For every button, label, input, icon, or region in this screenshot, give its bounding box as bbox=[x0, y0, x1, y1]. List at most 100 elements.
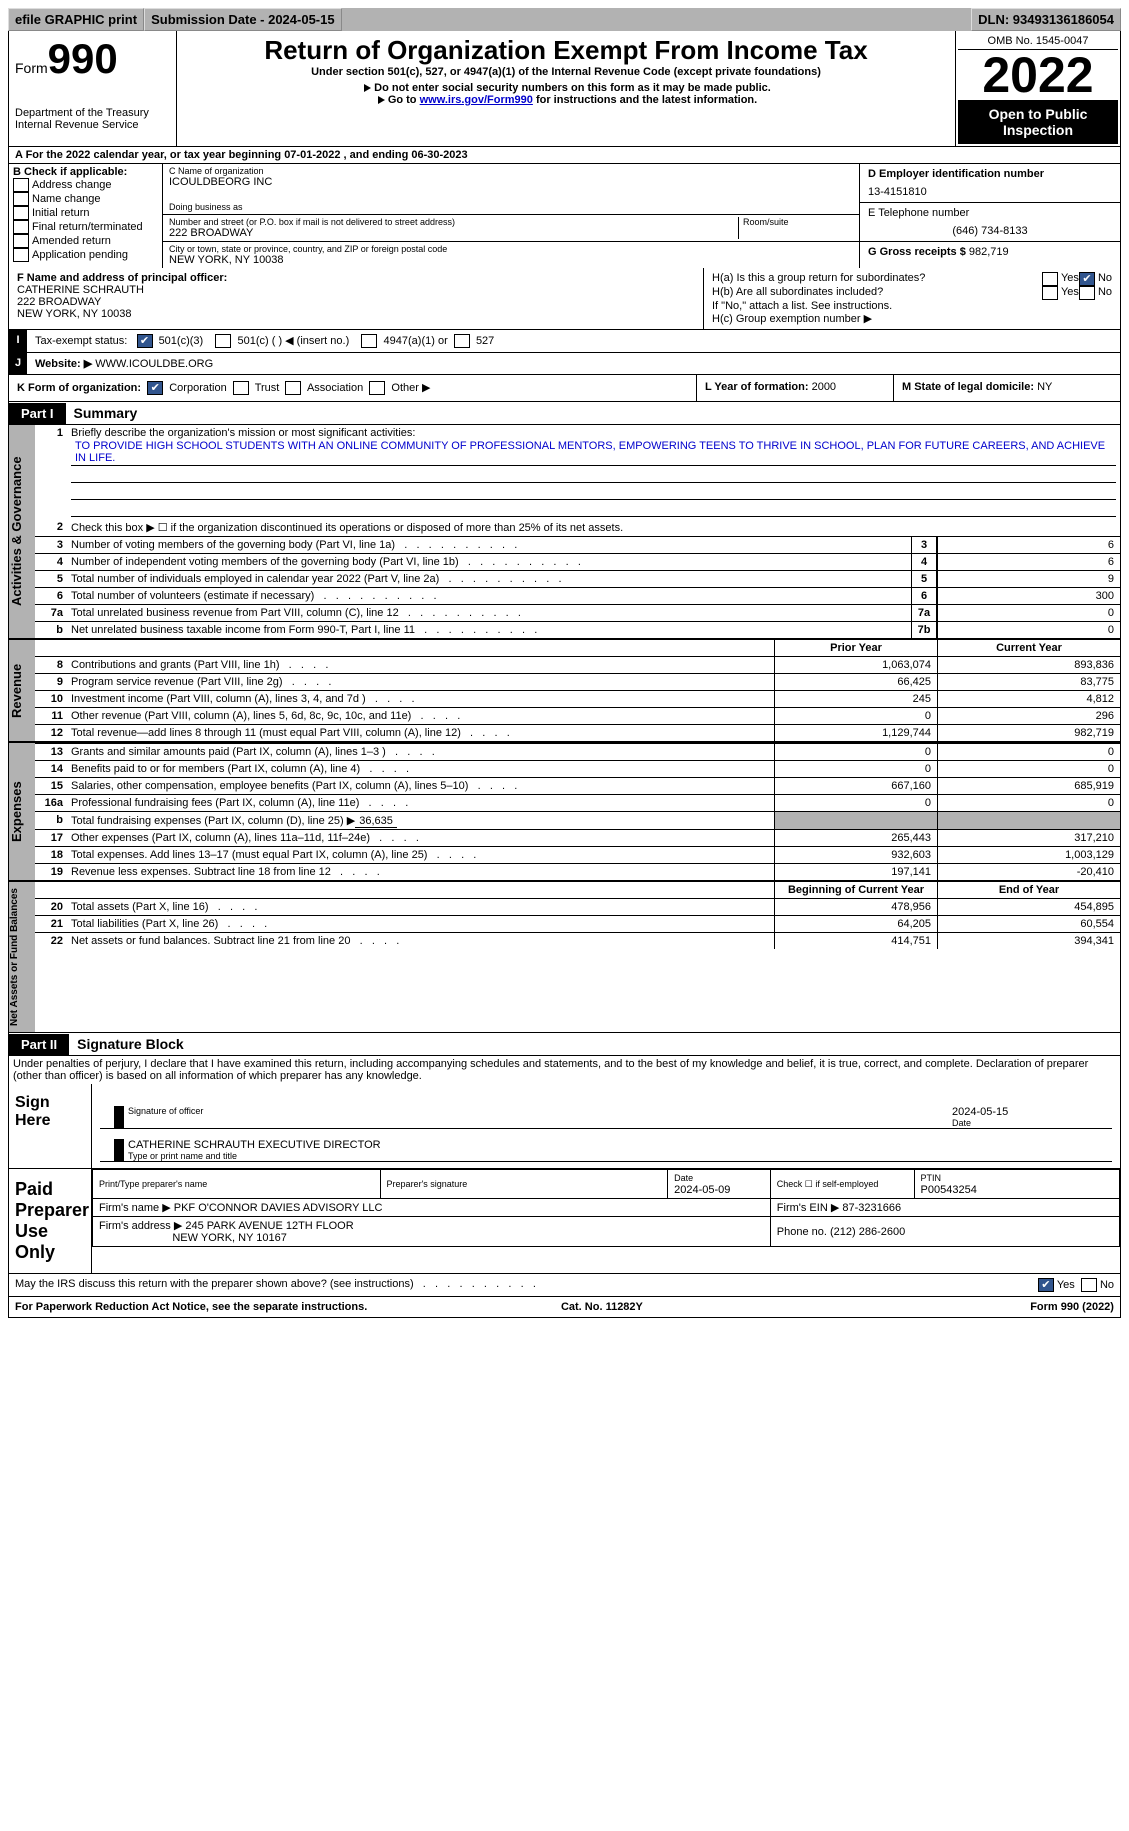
check-corp[interactable]: ✔ bbox=[147, 381, 163, 395]
prep-selfemp-label: Check ☐ if self-employed bbox=[777, 1179, 879, 1189]
sig-date: 2024-05-15 bbox=[952, 1106, 1112, 1118]
eoy-header: End of Year bbox=[937, 882, 1120, 898]
m-value: NY bbox=[1037, 381, 1052, 393]
officer-addr2: NEW YORK, NY 10038 bbox=[17, 308, 695, 320]
mission-text: TO PROVIDE HIGH SCHOOL STUDENTS WITH AN … bbox=[71, 439, 1116, 466]
check-trust[interactable] bbox=[233, 381, 249, 395]
form-title: Return of Organization Exempt From Incom… bbox=[183, 35, 949, 66]
hb-yes[interactable] bbox=[1042, 286, 1058, 300]
firm-ein: 87-3231666 bbox=[842, 1202, 901, 1214]
m-label: M State of legal domicile: bbox=[902, 381, 1034, 393]
note-goto-pre: Go to bbox=[388, 94, 420, 106]
row-j: J Website: ▶ WWW.ICOULDBE.ORG bbox=[8, 353, 1121, 375]
org-name: ICOULDBEORG INC bbox=[169, 176, 853, 188]
preparer-block: Paid Preparer Use Only Print/Type prepar… bbox=[8, 1169, 1121, 1274]
part2-badge: Part II bbox=[9, 1034, 69, 1055]
website-label: Website: ▶ bbox=[35, 358, 92, 370]
irs-link[interactable]: www.irs.gov/Form990 bbox=[420, 94, 533, 106]
firm-phone: (212) 286-2600 bbox=[830, 1226, 905, 1238]
efile-print-button[interactable]: efile GRAPHIC print bbox=[8, 8, 144, 31]
officer-addr1: 222 BROADWAY bbox=[17, 296, 695, 308]
street-label: Number and street (or P.O. box if mail i… bbox=[169, 217, 738, 227]
city-state-zip: NEW YORK, NY 10038 bbox=[169, 254, 853, 266]
k-label: K Form of organization: bbox=[17, 382, 141, 394]
check-name-change[interactable] bbox=[13, 192, 29, 206]
dln: DLN: 93493136186054 bbox=[971, 8, 1121, 31]
check-assoc[interactable] bbox=[285, 381, 301, 395]
check-initial-return[interactable] bbox=[13, 206, 29, 220]
city-label: City or town, state or province, country… bbox=[169, 244, 853, 254]
prep-date-label: Date bbox=[674, 1173, 693, 1183]
paperwork-notice: For Paperwork Reduction Act Notice, see … bbox=[15, 1301, 367, 1313]
dept-treasury: Department of the Treasury Internal Reve… bbox=[15, 107, 170, 131]
check-address-change[interactable] bbox=[13, 178, 29, 192]
telephone-label: E Telephone number bbox=[868, 207, 1112, 219]
check-501c[interactable] bbox=[215, 334, 231, 348]
col-b-header: B Check if applicable: bbox=[13, 166, 158, 178]
mission-label: Briefly describe the organization's miss… bbox=[71, 427, 415, 439]
signature-block: Sign Here Signature of officer 2024-05-1… bbox=[8, 1084, 1121, 1169]
line-a-tax-year: A For the 2022 calendar year, or tax yea… bbox=[8, 147, 1121, 164]
prep-name-label: Print/Type preparer's name bbox=[99, 1179, 207, 1189]
summary-table: Activities & Governance 1 Briefly descri… bbox=[8, 425, 1121, 1033]
discuss-no[interactable] bbox=[1081, 1278, 1097, 1292]
check-4947[interactable] bbox=[361, 334, 377, 348]
check-501c3[interactable]: ✔ bbox=[137, 334, 153, 348]
firm-addr2: NEW YORK, NY 10167 bbox=[172, 1232, 287, 1244]
submission-date: Submission Date - 2024-05-15 bbox=[144, 8, 342, 31]
top-bar: efile GRAPHIC print Submission Date - 20… bbox=[8, 8, 1121, 31]
check-amended[interactable] bbox=[13, 234, 29, 248]
open-to-public: Open to Public Inspection bbox=[958, 100, 1118, 144]
current-year-header: Current Year bbox=[937, 640, 1120, 656]
section-fh: F Name and address of principal officer:… bbox=[8, 268, 1121, 330]
sign-here-label: Sign Here bbox=[9, 1084, 92, 1168]
type-name-label: Type or print name and title bbox=[128, 1151, 1112, 1161]
cat-number: Cat. No. 11282Y bbox=[561, 1301, 643, 1313]
l-value: 2000 bbox=[812, 381, 836, 393]
hb-label: H(b) Are all subordinates included? bbox=[712, 286, 1042, 300]
firm-name: PKF O'CONNOR DAVIES ADVISORY LLC bbox=[174, 1202, 383, 1214]
footer: For Paperwork Reduction Act Notice, see … bbox=[8, 1297, 1121, 1318]
officer-typed-name: CATHERINE SCHRAUTH EXECUTIVE DIRECTOR bbox=[128, 1139, 1112, 1151]
firm-ein-label: Firm's EIN ▶ bbox=[777, 1202, 840, 1214]
perjury-statement: Under penalties of perjury, I declare th… bbox=[8, 1056, 1121, 1084]
org-name-label: C Name of organization bbox=[169, 166, 853, 176]
firm-addr-label: Firm's address ▶ bbox=[99, 1220, 182, 1232]
check-527[interactable] bbox=[454, 334, 470, 348]
ha-label: H(a) Is this a group return for subordin… bbox=[712, 272, 1042, 286]
ha-no[interactable]: ✔ bbox=[1079, 272, 1095, 286]
street-address: 222 BROADWAY bbox=[169, 227, 738, 239]
hb-no[interactable] bbox=[1079, 286, 1095, 300]
form-number: Form990 bbox=[15, 35, 170, 83]
officer-label: F Name and address of principal officer: bbox=[17, 272, 695, 284]
check-app-pending[interactable] bbox=[13, 248, 29, 262]
side-expenses: Expenses bbox=[9, 743, 35, 880]
check-other[interactable] bbox=[369, 381, 385, 395]
officer-name: CATHERINE SCHRAUTH bbox=[17, 284, 695, 296]
ein-value: 13-4151810 bbox=[868, 186, 1112, 198]
form-footer-id: Form 990 (2022) bbox=[1030, 1301, 1114, 1313]
prep-sig-label: Preparer's signature bbox=[387, 1179, 468, 1189]
website-value: WWW.ICOULDBE.ORG bbox=[95, 358, 213, 370]
discuss-yes[interactable]: ✔ bbox=[1038, 1278, 1054, 1292]
side-activities-governance: Activities & Governance bbox=[9, 425, 35, 638]
discuss-row: May the IRS discuss this return with the… bbox=[8, 1274, 1121, 1297]
paid-preparer-label: Paid Preparer Use Only bbox=[9, 1169, 92, 1273]
note-goto-post: for instructions and the latest informat… bbox=[533, 94, 757, 106]
firm-name-label: Firm's name ▶ bbox=[99, 1202, 171, 1214]
note-ssn: Do not enter social security numbers on … bbox=[374, 82, 771, 94]
ha-yes[interactable] bbox=[1042, 272, 1058, 286]
gross-receipts-label: G Gross receipts $ bbox=[868, 246, 966, 258]
side-net-assets: Net Assets or Fund Balances bbox=[9, 882, 35, 1032]
line2-checkbox-text: Check this box ▶ ☐ if the organization d… bbox=[67, 519, 1120, 536]
check-final-return[interactable] bbox=[13, 220, 29, 234]
discuss-text: May the IRS discuss this return with the… bbox=[15, 1278, 414, 1290]
ptin-label: PTIN bbox=[921, 1173, 942, 1183]
hc-label: H(c) Group exemption number ▶ bbox=[712, 312, 1112, 325]
row-i: I Tax-exempt status: ✔ 501(c)(3) 501(c) … bbox=[8, 330, 1121, 353]
form-subtitle: Under section 501(c), 527, or 4947(a)(1)… bbox=[183, 66, 949, 78]
hb-note: If "No," attach a list. See instructions… bbox=[712, 300, 1112, 312]
part1-badge: Part I bbox=[9, 403, 66, 424]
side-revenue: Revenue bbox=[9, 640, 35, 741]
part2-title: Signature Block bbox=[69, 1033, 192, 1055]
